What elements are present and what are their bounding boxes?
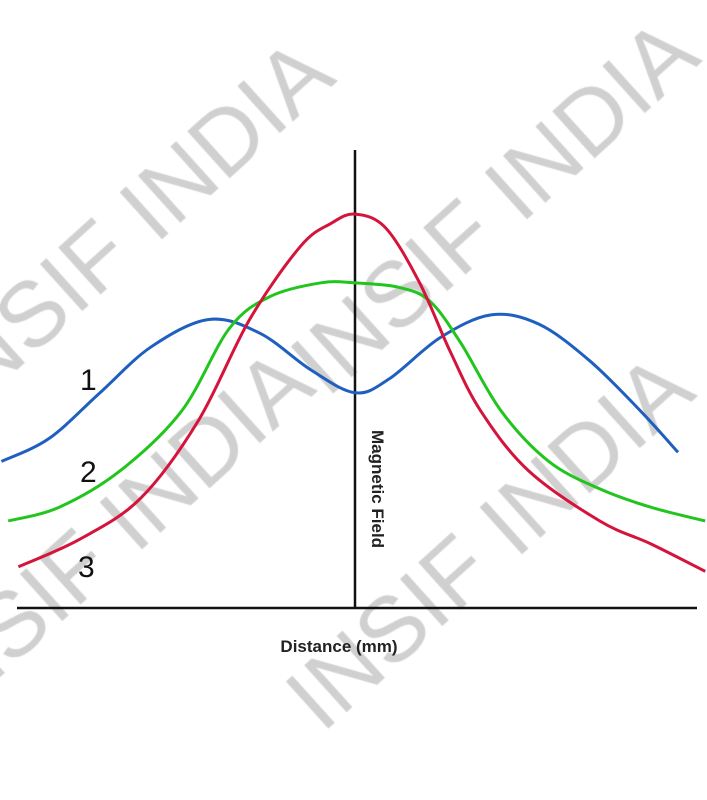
series-label-3: 3 [78, 551, 95, 584]
series-label-1: 1 [80, 364, 97, 397]
series-line-2 [7, 280, 706, 523]
series-line-1 [0, 312, 680, 463]
x-axis-label: Distance (mm) [280, 637, 397, 656]
series-label-2: 2 [80, 456, 97, 489]
series-line-3 [17, 212, 706, 573]
y-axis-label: Magnetic Field [368, 430, 387, 548]
curves [0, 212, 706, 573]
